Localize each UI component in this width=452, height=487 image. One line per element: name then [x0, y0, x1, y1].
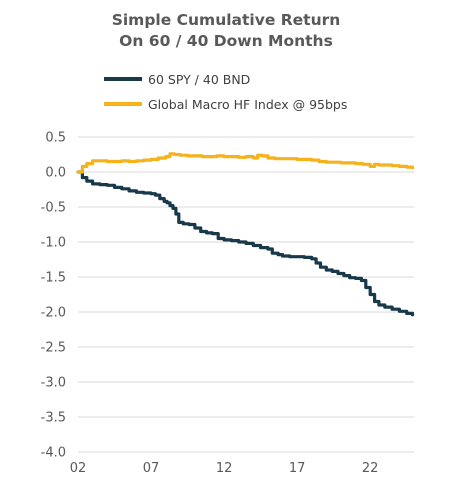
legend-item-1: Global Macro HF Index @ 95bps — [104, 94, 347, 114]
legend-label-0: 60 SPY / 40 BND — [148, 71, 251, 87]
x-tick-label-0: 02 — [70, 461, 87, 476]
y-tick-label-5: -2.0 — [41, 306, 66, 321]
y-tick-label-1: 0.0 — [45, 166, 66, 181]
y-tick-label-4: -1.5 — [41, 271, 66, 286]
y-tick-label-8: -3.5 — [41, 411, 66, 426]
series-line-0 — [76, 170, 415, 317]
legend-swatch-0 — [104, 77, 142, 81]
y-tick-label-3: -1.0 — [41, 236, 66, 251]
x-tick-label-4: 22 — [362, 461, 379, 476]
chart-subtitle: On 60 / 40 Down Months — [119, 32, 333, 50]
y-tick-label-9: -4.0 — [41, 446, 66, 461]
x-tick-label-2: 12 — [216, 461, 233, 476]
y-tick-label-2: -0.5 — [41, 201, 66, 216]
chart-title-block: Simple Cumulative Return On 60 / 40 Down… — [0, 10, 452, 52]
y-tick-label-7: -3.0 — [41, 376, 66, 391]
y-tick-label-0: 0.5 — [45, 131, 66, 146]
chart-title: Simple Cumulative Return — [111, 11, 341, 29]
legend-item-0: 60 SPY / 40 BND — [104, 69, 250, 89]
y-tick-label-6: -2.5 — [41, 341, 66, 356]
x-tick-label-3: 17 — [289, 461, 306, 476]
x-tick-label-1: 07 — [143, 461, 160, 476]
series-line-1 — [76, 152, 415, 174]
legend-swatch-1 — [104, 102, 142, 106]
legend-label-1: Global Macro HF Index @ 95bps — [148, 96, 348, 112]
